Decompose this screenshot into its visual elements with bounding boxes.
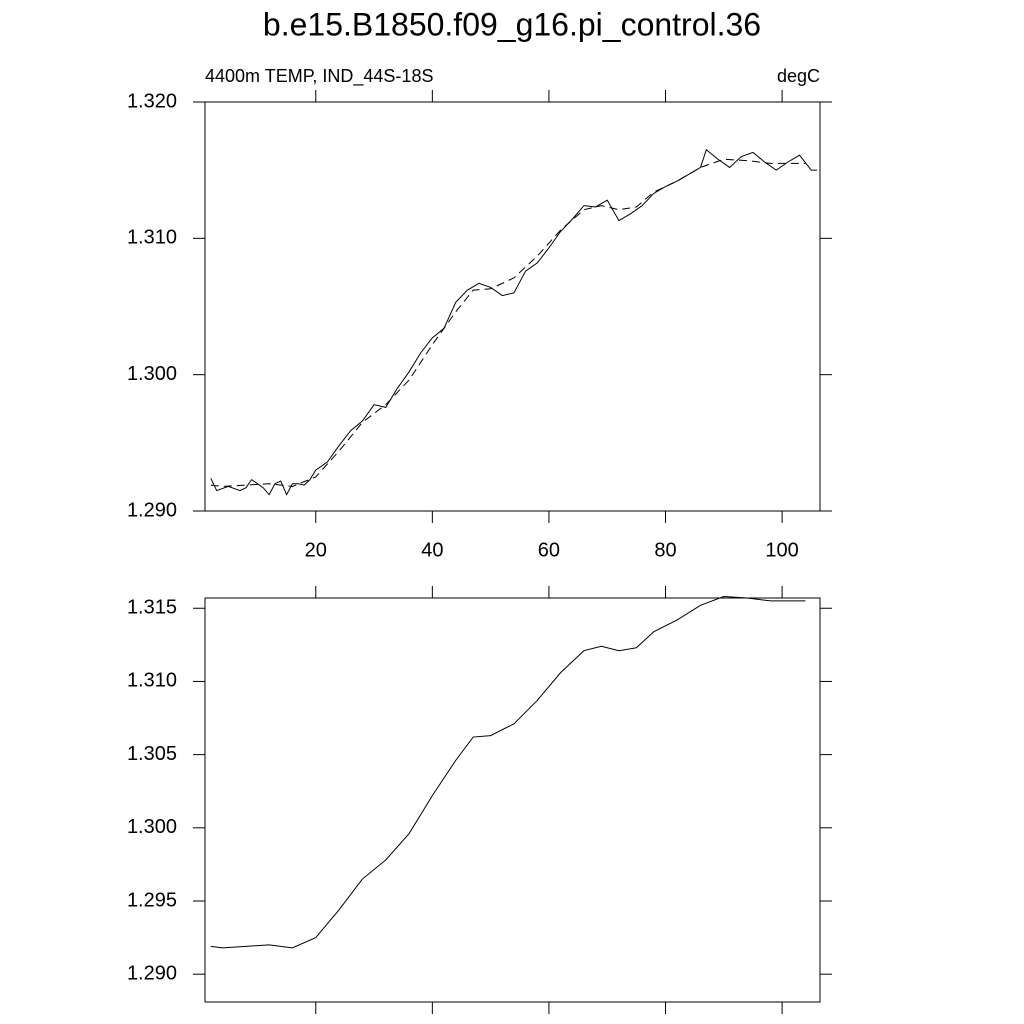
x-tick-label: 40 [421, 539, 443, 561]
plot-frame [204, 101, 821, 512]
y-tick-label: 1.290 [127, 962, 177, 984]
series-line [210, 158, 806, 487]
x-tick-label: 100 [765, 539, 798, 561]
subtitle-right: degC [777, 66, 820, 86]
y-tick-label: 1.310 [127, 670, 177, 692]
subtitle-left: 4400m TEMP, IND_44S-18S [205, 66, 433, 87]
series-line [210, 148, 818, 496]
y-tick-label: 1.300 [127, 363, 177, 385]
y-tick-label: 1.310 [127, 227, 177, 249]
y-tick-label: 1.295 [127, 889, 177, 911]
plot-frame [204, 597, 821, 1003]
y-tick-label: 1.320 [127, 90, 177, 112]
y-tick-label: 1.315 [127, 597, 177, 619]
y-tick-label: 1.305 [127, 743, 177, 765]
y-tick-label: 1.300 [127, 816, 177, 838]
chart-title: b.e15.B1850.f09_g16.pi_control.36 [263, 6, 761, 42]
y-tick-label: 1.290 [127, 499, 177, 521]
x-tick-label: 80 [654, 539, 676, 561]
series-line [210, 596, 806, 949]
x-tick-label: 20 [305, 539, 327, 561]
x-tick-label: 60 [538, 539, 560, 561]
